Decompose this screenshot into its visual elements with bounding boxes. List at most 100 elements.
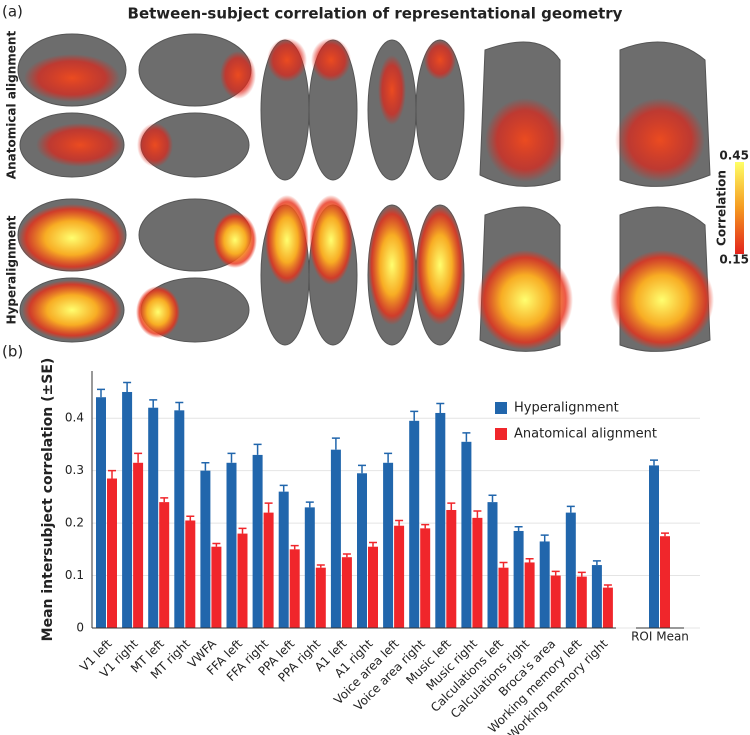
bar xyxy=(498,567,509,628)
bar xyxy=(576,576,587,628)
bar xyxy=(357,473,367,628)
error-bar xyxy=(525,558,534,563)
error-bar xyxy=(592,560,601,566)
row-label: Hyperalignment xyxy=(5,215,19,324)
bar xyxy=(487,502,498,628)
error-bar xyxy=(384,452,393,463)
bar xyxy=(185,520,196,628)
bar xyxy=(539,541,550,628)
error-bar xyxy=(227,452,236,463)
error-bar xyxy=(577,571,586,577)
row-label: Anatomical alignment xyxy=(5,31,19,180)
bar xyxy=(550,575,561,628)
bar xyxy=(226,462,237,628)
error-bar xyxy=(603,584,612,588)
error-bar xyxy=(253,443,262,455)
bar xyxy=(330,449,341,628)
error-bar xyxy=(212,542,221,547)
error-bar xyxy=(650,459,658,466)
error-bar xyxy=(238,527,247,534)
panel-label: (a) xyxy=(2,3,23,21)
error-bar xyxy=(264,502,273,513)
bar xyxy=(304,507,315,628)
bar xyxy=(200,470,211,628)
bar xyxy=(289,549,300,628)
error-bar xyxy=(290,544,299,550)
error-bar xyxy=(186,515,195,521)
error-bar xyxy=(369,541,377,547)
error-bar xyxy=(410,410,419,421)
bar xyxy=(96,397,106,628)
error-bar xyxy=(514,526,523,531)
error-bar xyxy=(108,469,116,479)
bar xyxy=(159,502,170,628)
bar xyxy=(368,546,378,628)
colorbar-tick-label: 0.15 xyxy=(719,253,749,267)
bar xyxy=(472,517,483,628)
colorbar-label: Correlation xyxy=(715,170,729,246)
error-bar xyxy=(97,388,105,398)
legend-label: Hyperalignment xyxy=(514,401,619,416)
error-bar xyxy=(540,534,549,542)
error-bar xyxy=(342,553,351,558)
bar xyxy=(252,454,263,628)
error-bar xyxy=(331,437,340,450)
bar xyxy=(524,562,535,628)
error-bar xyxy=(436,402,445,413)
bar xyxy=(263,512,274,628)
error-bar xyxy=(160,497,169,503)
bar xyxy=(420,528,431,628)
legend-swatch xyxy=(495,402,507,414)
bar xyxy=(435,412,446,628)
bar xyxy=(315,567,326,628)
error-bar xyxy=(134,452,143,463)
y-tick-label: 0.3 xyxy=(65,463,84,477)
bar xyxy=(461,441,472,628)
colorbar-gradient xyxy=(735,162,744,254)
error-bar xyxy=(566,505,575,513)
bar xyxy=(211,546,222,628)
bar xyxy=(122,391,133,628)
bar xyxy=(237,533,248,628)
legend-swatch xyxy=(495,428,507,440)
bar xyxy=(148,407,159,628)
error-bar xyxy=(123,381,132,392)
bar xyxy=(513,530,524,628)
y-tick-label: 0.1 xyxy=(65,568,84,582)
error-bar xyxy=(358,464,366,474)
y-tick-label: 0.2 xyxy=(65,516,84,530)
bar xyxy=(341,557,352,628)
figure-title: Between-subject correlation of represent… xyxy=(128,5,623,23)
bar xyxy=(565,512,576,628)
bar xyxy=(649,465,659,628)
error-bar xyxy=(473,510,482,518)
x-tick-label: ROI Mean xyxy=(631,630,689,644)
bar xyxy=(133,462,144,628)
error-bar xyxy=(462,432,471,442)
error-bar xyxy=(175,401,184,411)
error-bar xyxy=(488,494,497,503)
error-bar xyxy=(279,484,288,492)
panel-label: (b) xyxy=(2,343,23,361)
colorbar: Correlation xyxy=(715,162,744,254)
error-bar xyxy=(447,502,456,510)
brain-row-anatomical xyxy=(17,33,711,187)
error-bar xyxy=(305,501,314,508)
bar xyxy=(278,491,289,628)
colorbar-tick-label: 0.45 xyxy=(719,149,749,163)
error-bar xyxy=(395,519,404,526)
error-bar xyxy=(316,564,325,568)
bar xyxy=(394,525,405,628)
error-bar xyxy=(421,523,430,529)
bar xyxy=(383,462,394,628)
error-bar xyxy=(201,462,210,471)
y-tick-label: 0.4 xyxy=(65,411,84,425)
error-bar xyxy=(149,399,158,408)
y-tick-label: 0 xyxy=(76,621,84,635)
brain-row-hyperalignment xyxy=(17,195,714,352)
bar xyxy=(107,478,117,628)
bar xyxy=(446,509,457,628)
y-axis-label: Mean intersubject correlation (±SE) xyxy=(40,358,56,642)
error-bar xyxy=(551,570,560,576)
